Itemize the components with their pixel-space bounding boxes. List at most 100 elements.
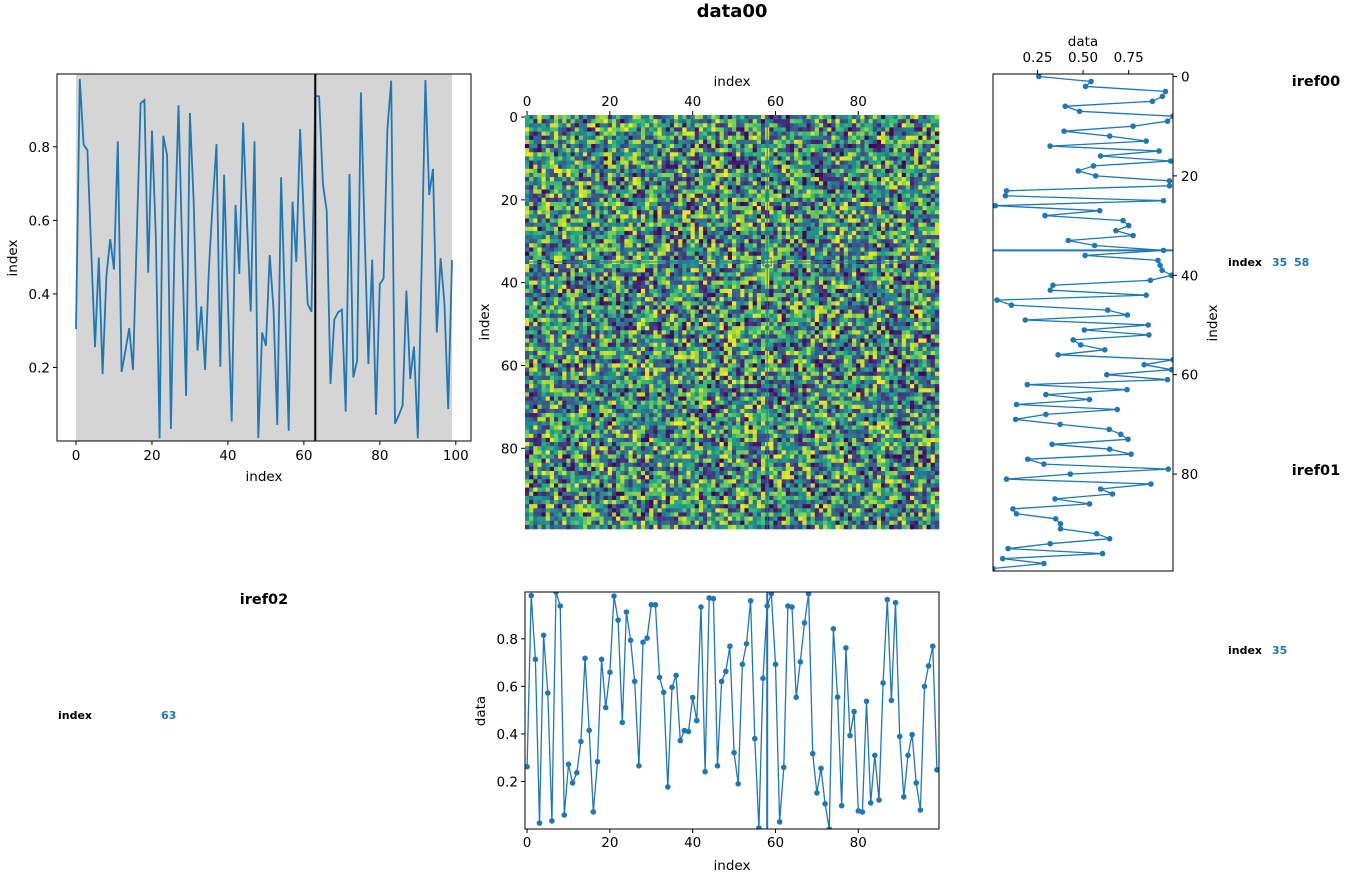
heatmap-cell — [607, 222, 613, 228]
heatmap-cell — [818, 230, 824, 236]
heatmap-cell — [525, 115, 530, 120]
heatmap-cell — [905, 280, 911, 286]
heatmap-cell — [603, 131, 609, 136]
heatmap-cell — [694, 164, 700, 170]
heatmap-cell — [897, 239, 903, 244]
heatmap-cell — [657, 288, 662, 294]
heatmap-cell — [653, 152, 658, 157]
heatmap-cell — [802, 264, 807, 269]
heatmap-cell — [910, 143, 915, 149]
heatmap-cell — [868, 239, 874, 244]
heatmap-cell — [806, 305, 811, 310]
heatmap-cell — [578, 222, 584, 228]
heatmap-cell — [611, 156, 617, 161]
heatmap-cell — [525, 123, 530, 128]
heatmap-cell — [914, 181, 919, 186]
heatmap-cell — [827, 218, 832, 223]
heatmap-cell — [707, 123, 712, 128]
heatmap-cell — [864, 284, 869, 290]
heatmap-cell — [835, 284, 840, 290]
heatmap-cell — [922, 235, 927, 240]
heatmap-cell — [889, 139, 894, 145]
heatmap-cell — [549, 222, 555, 228]
heatmap-cell — [831, 201, 836, 207]
heatmap-cell — [541, 264, 546, 269]
heatmap-cell — [711, 317, 716, 323]
heatmap-cell — [645, 305, 650, 310]
heatmap-cell — [839, 301, 845, 306]
heatmap-cell — [562, 156, 567, 161]
heatmap-cell — [752, 276, 758, 281]
heatmap-cell — [640, 210, 646, 215]
heatmap-cell — [798, 222, 803, 228]
heatmap-cell — [773, 218, 778, 223]
heatmap-cell — [665, 230, 671, 236]
heatmap-cell — [632, 123, 638, 128]
heatmap-cell — [926, 276, 932, 281]
heatmap-cell — [587, 181, 592, 186]
heatmap-cell — [736, 293, 741, 298]
heatmap-cell — [818, 160, 824, 165]
heatmap-cell — [578, 201, 584, 207]
heatmap-cell — [698, 293, 704, 298]
heatmap-cell — [553, 297, 559, 302]
heatmap-cell — [748, 123, 753, 128]
heatmap-cell — [661, 317, 667, 323]
heatmap-cell — [545, 168, 551, 174]
heatmap-cell — [918, 115, 923, 120]
heatmap-cell — [533, 235, 538, 240]
heatmap-cell — [553, 268, 559, 273]
heatmap-cell — [802, 115, 807, 120]
heatmap-cell — [574, 251, 580, 257]
heatmap-cell — [785, 168, 791, 174]
heatmap-cell — [545, 206, 551, 211]
heatmap-cell — [864, 127, 869, 132]
heatmap-cell — [814, 243, 820, 248]
heatmap-cell — [852, 143, 857, 149]
heatmap-cell — [632, 143, 638, 149]
heatmap-cell — [769, 201, 774, 207]
heatmap-cell — [798, 276, 803, 281]
heatmap-cell — [905, 135, 911, 141]
heatmap-cell — [835, 230, 840, 236]
heatmap-cell — [591, 288, 596, 294]
heatmap-cell — [537, 239, 542, 244]
heatmap-cell — [595, 135, 600, 141]
heatmap-cell — [657, 156, 662, 161]
heatmap-cell — [723, 206, 729, 211]
heatmap-cell — [856, 301, 861, 306]
heatmap-cell — [686, 152, 691, 157]
heatmap-cell — [636, 131, 642, 136]
heatmap-cell — [640, 181, 646, 186]
heatmap-cell — [711, 288, 716, 294]
heatmap-cell — [645, 293, 650, 298]
heatmap-cell — [574, 164, 580, 170]
heatmap-cell — [926, 201, 932, 207]
heatmap-cell — [620, 164, 625, 170]
heatmap-cell — [587, 148, 592, 153]
heatmap-cell — [657, 305, 662, 310]
heatmap-cell — [897, 172, 903, 178]
heatmap-cell — [719, 181, 725, 186]
heatmap-cell — [657, 148, 662, 153]
heatmap-cell — [781, 152, 787, 157]
heatmap-cell — [864, 177, 869, 182]
heatmap-cell — [905, 127, 911, 132]
heatmap-cell — [582, 189, 588, 194]
heatmap-cell — [864, 230, 869, 236]
heatmap-cell — [607, 317, 613, 323]
heatmap-cell — [562, 148, 567, 153]
heatmap-cell — [603, 268, 609, 273]
heatmap-cell — [578, 309, 584, 315]
heatmap-cell — [889, 172, 894, 178]
heatmap-cell — [934, 247, 940, 252]
x-tick-label: 100 — [443, 448, 469, 464]
heatmap-cell — [595, 143, 600, 149]
heatmap-cell — [624, 214, 629, 219]
heatmap-cell — [740, 272, 745, 277]
heatmap-cell — [835, 297, 840, 302]
heatmap-cell — [570, 197, 575, 203]
heatmap-cell — [876, 115, 882, 120]
